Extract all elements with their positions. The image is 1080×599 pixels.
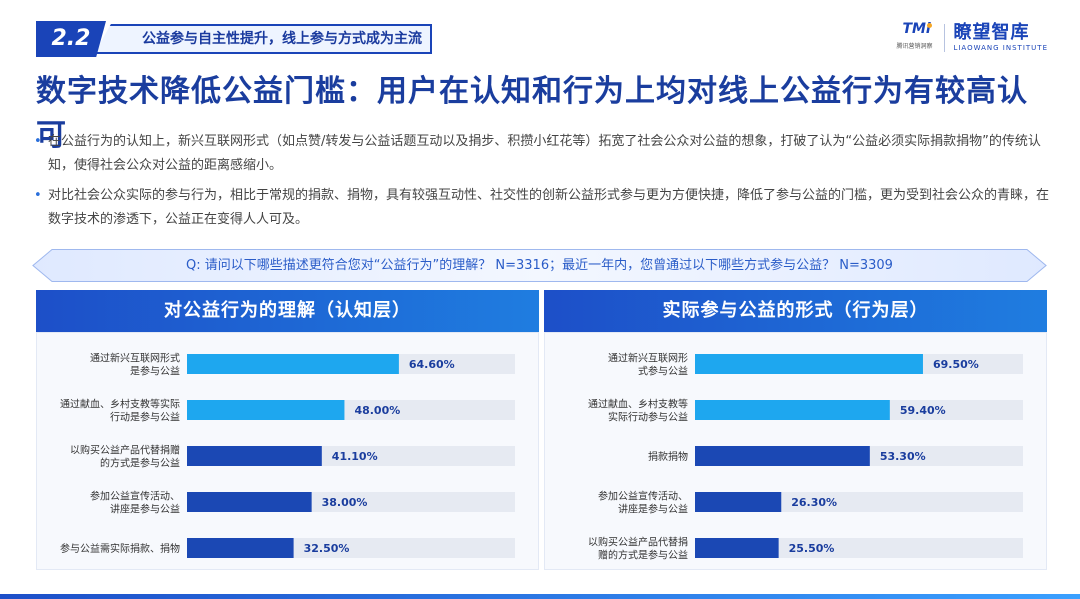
category-label-line: 参加公益宣传活动、 xyxy=(598,490,688,503)
bar-row: 53.30% 捐款捐物 xyxy=(648,446,1023,466)
question-banner-outline xyxy=(32,249,1047,282)
category-label: 参与公益需实际捐款、捐物 xyxy=(60,542,180,555)
bar-row: 41.10% 以购买公益产品代替捐赠的方式是参与公益 xyxy=(70,444,515,470)
category-label: 通过新兴互联网形式是参与公益 xyxy=(90,352,180,378)
chart-title: 实际参与公益的形式（行为层） xyxy=(544,290,1047,332)
logo-name-en: LIAOWANG INSTITUTE xyxy=(953,44,1048,52)
category-label-line: 式参与公益 xyxy=(638,365,688,378)
bar-row: 69.50% 通过新兴互联网形式参与公益 xyxy=(608,352,1023,378)
bar xyxy=(187,354,399,374)
bar-row: 59.40% 通过献血、乡村支教等实际行动参与公益 xyxy=(588,398,1023,424)
category-label-line: 是参与公益 xyxy=(130,365,180,378)
category-label-line: 通过献血、乡村支教等实际 xyxy=(60,398,180,411)
bar-row: 32.50% 参与公益需实际捐款、捐物 xyxy=(60,538,515,558)
category-label: 以购买公益产品代替捐赠的方式是参与公益 xyxy=(70,444,180,470)
category-label-line: 参与公益需实际捐款、捐物 xyxy=(60,542,180,555)
bar xyxy=(695,538,779,558)
category-label: 通过献血、乡村支教等实际行动是参与公益 xyxy=(60,398,180,424)
bar xyxy=(187,538,294,558)
category-label-line: 以购买公益产品代替捐 xyxy=(588,536,688,549)
chart-panel-behavior: 实际参与公益的形式（行为层） 69.50% 通过新兴互联网形式参与公益 59.40%… xyxy=(544,290,1047,570)
bar-row: 64.60% 通过新兴互联网形式是参与公益 xyxy=(90,352,515,378)
category-label: 通过新兴互联网形式参与公益 xyxy=(608,352,688,378)
bullet-dot-icon: • xyxy=(34,188,42,203)
data-label: 32.50% xyxy=(304,542,350,555)
category-label: 参加公益宣传活动、讲座是参与公益 xyxy=(90,490,180,516)
category-label-line: 通过献血、乡村支教等 xyxy=(588,398,688,411)
bar-chart-behavior: 69.50% 通过新兴互联网形式参与公益 59.40% 通过献血、乡村支教等实际行动参… xyxy=(588,352,1023,562)
data-label: 26.30% xyxy=(791,496,837,509)
section-tag: 公益参与自主性提升，线上参与方式成为主流 2.2 xyxy=(36,21,436,57)
category-label-line: 赠的方式是参与公益 xyxy=(598,549,688,562)
bullet-item: • 对比社会公众实际的参与行为，相比于常规的捐款、捐物，具有较强互动性、社交性的… xyxy=(34,184,1049,232)
data-label: 25.50% xyxy=(789,542,835,555)
data-label: 48.00% xyxy=(354,404,400,417)
question-text: Q: 请问以下哪些描述更符合您对“公益行为”的理解？ N=3316；最近一年内，… xyxy=(186,258,893,273)
data-label: 53.30% xyxy=(880,450,926,463)
bullet-item: • 在公益行为的认知上，新兴互联网形式（如点赞/转发与公益话题互动以及捐步、积攒… xyxy=(34,130,1049,178)
bar xyxy=(187,446,322,466)
tmi-logo-icon: TMi 腾讯营销洞察 xyxy=(896,21,936,55)
tmi-logo-subtext: 腾讯营销洞察 xyxy=(896,43,933,50)
category-label-line: 讲座是参与公益 xyxy=(618,503,688,516)
category-label-line: 捐款捐物 xyxy=(648,450,688,463)
data-label: 41.10% xyxy=(332,450,378,463)
category-label-line: 行动是参与公益 xyxy=(110,411,180,424)
bar-row: 38.00% 参加公益宣传活动、讲座是参与公益 xyxy=(90,490,515,516)
category-label: 通过献血、乡村支教等实际行动参与公益 xyxy=(588,398,688,424)
category-label-line: 讲座是参与公益 xyxy=(110,503,180,516)
category-label-line: 以购买公益产品代替捐赠 xyxy=(70,444,180,457)
chart-title: 对公益行为的理解（认知层） xyxy=(36,290,539,332)
bar-chart-cognition: 64.60% 通过新兴互联网形式是参与公益 48.00% 通过献血、乡村支教等实际行动… xyxy=(60,352,515,558)
section-title: 公益参与自主性提升，线上参与方式成为主流 xyxy=(94,24,432,54)
tmi-logo-text: TMi xyxy=(902,21,931,37)
logo-name-cn: 瞭望智库 xyxy=(953,22,1030,43)
chart-body: 64.60% 通过新兴互联网形式是参与公益 48.00% 通过献血、乡村支教等实际行动… xyxy=(36,332,539,570)
data-label: 59.40% xyxy=(900,404,946,417)
footer-accent-line xyxy=(0,594,1080,599)
category-label: 参加公益宣传活动、讲座是参与公益 xyxy=(598,490,688,516)
chart-body: 69.50% 通过新兴互联网形式参与公益 59.40% 通过献血、乡村支教等实际行动参… xyxy=(544,332,1047,570)
bullet-list: • 在公益行为的认知上，新兴互联网形式（如点赞/转发与公益话题互动以及捐步、积攒… xyxy=(34,130,1049,238)
liaowang-logo: 瞭望智库 LIAOWANG INSTITUTE xyxy=(953,23,1048,53)
bar xyxy=(695,354,923,374)
section-number: 2.2 xyxy=(36,21,106,57)
bullet-dot-icon: • xyxy=(34,134,42,149)
category-label-line: 实际行动参与公益 xyxy=(608,411,688,424)
question-banner: Q: 请问以下哪些描述更符合您对“公益行为”的理解？ N=3316；最近一年内，… xyxy=(32,249,1047,282)
data-label: 38.00% xyxy=(322,496,368,509)
bar-row: 48.00% 通过献血、乡村支教等实际行动是参与公益 xyxy=(60,398,515,424)
logo-divider xyxy=(944,24,946,52)
category-label-line: 通过新兴互联网形 xyxy=(608,352,688,365)
bullet-text: 对比社会公众实际的参与行为，相比于常规的捐款、捐物，具有较强互动性、社交性的创新… xyxy=(48,188,1050,227)
bar xyxy=(187,492,312,512)
bar-row: 25.50% 以购买公益产品代替捐赠的方式是参与公益 xyxy=(588,536,1023,562)
bullet-text: 在公益行为的认知上，新兴互联网形式（如点赞/转发与公益话题互动以及捐步、积攒小红… xyxy=(48,134,1041,173)
category-label-line: 通过新兴互联网形式 xyxy=(90,352,180,365)
category-label: 捐款捐物 xyxy=(648,450,688,463)
bar xyxy=(187,400,345,420)
data-label: 64.60% xyxy=(409,358,455,371)
bar xyxy=(695,492,782,512)
category-label-line: 的方式是参与公益 xyxy=(100,457,180,470)
bar-row: 26.30% 参加公益宣传活动、讲座是参与公益 xyxy=(598,490,1023,516)
logo: TMi 腾讯营销洞察 瞭望智库 LIAOWANG INSTITUTE xyxy=(896,20,1048,56)
chart-panel-cognition: 对公益行为的理解（认知层） 64.60% 通过新兴互联网形式是参与公益 48.00%… xyxy=(36,290,539,570)
bar xyxy=(695,400,890,420)
category-label: 以购买公益产品代替捐赠的方式是参与公益 xyxy=(588,536,688,562)
data-label: 69.50% xyxy=(933,358,979,371)
page-title: 数字技术降低公益门槛：用户在认知和行为上均对线上公益行为有较高认可 xyxy=(36,74,1028,153)
bar xyxy=(695,446,870,466)
category-label-line: 参加公益宣传活动、 xyxy=(90,490,180,503)
